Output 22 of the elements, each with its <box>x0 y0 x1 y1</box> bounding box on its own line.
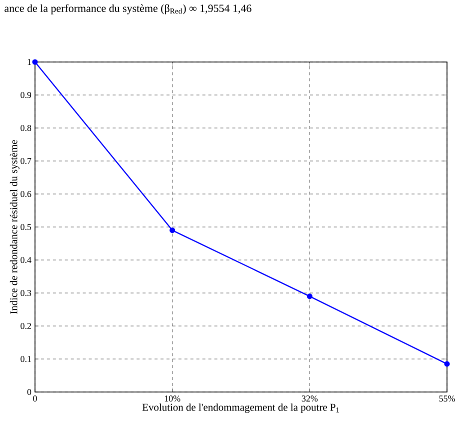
y-tick-label: 0.8 <box>20 124 32 132</box>
x-axis-title: Evolution de l'endommagement de la poutre P$_{1}$ <box>142 403 339 413</box>
y-tick-label: 0.4 <box>20 256 32 264</box>
point <box>32 59 38 65</box>
y-tick-label: 0.6 <box>20 190 32 198</box>
y-tick-label: 0.9 <box>20 92 32 98</box>
y-tick-label: 0.3 <box>20 290 32 296</box>
x-tick-label: 10% <box>164 396 180 402</box>
y-tick-label: 0.5 <box>20 224 32 230</box>
y-tick-label: 0.2 <box>20 322 31 330</box>
x-tick-label: 55% <box>439 396 455 402</box>
y-tick-label: 0 <box>27 388 32 396</box>
y-tick-label: 0.7 <box>20 158 32 164</box>
x-tick-label: 0 <box>33 396 37 402</box>
point <box>306 294 312 300</box>
x-tick-label: 32% <box>302 396 318 402</box>
y-tick-label: 0.1 <box>20 356 31 362</box>
point <box>444 361 450 367</box>
y-tick-label: 1 <box>28 59 31 65</box>
y-axis-title: Indice de redondance résiduel du système <box>10 140 20 314</box>
text: ance de la performance du système (β$_{Red}$) ∞ 1,9554 1,46 <box>4 4 252 14</box>
point <box>170 228 176 234</box>
